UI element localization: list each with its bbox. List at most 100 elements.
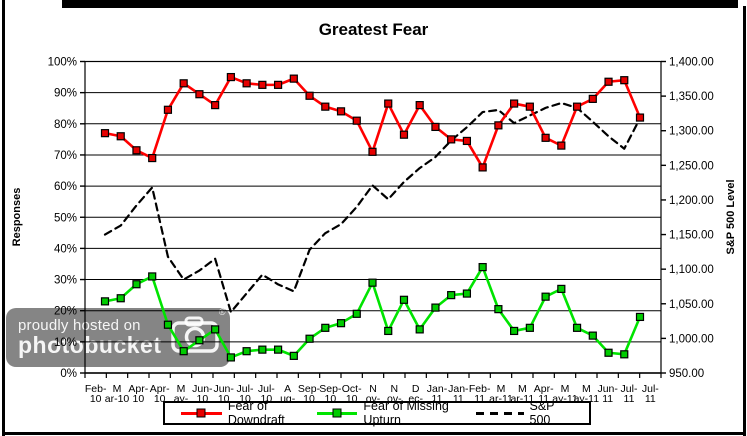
marker-fear-of-downdraft [588, 94, 597, 103]
x-axis-tick-label: Jan-11 [427, 383, 448, 405]
marker-fear-of-downdraft [604, 77, 613, 86]
left-axis-tick-label: 70% [54, 150, 77, 162]
marker-fear-of-missing-upturn [195, 336, 204, 345]
x-axis-tick-label: Feb-10 [85, 383, 107, 405]
x-axis-tick-label: Sep-10 [298, 383, 321, 405]
marker-fear-of-missing-upturn [447, 291, 456, 300]
legend-label-sp500: S&P 500 [529, 399, 555, 427]
legend: Fear of Downdraft Fear of Missing Upturn… [163, 399, 591, 427]
right-axis-tick-label: 1,100.00 [669, 264, 714, 276]
marker-fear-of-downdraft [336, 107, 346, 116]
photobucket-watermark: proudly hosted on photobucket ® [6, 307, 230, 367]
x-axis-tick-label: Jul-10 [258, 383, 275, 405]
marker-fear-of-downdraft [100, 129, 110, 138]
marker-fear-of-downdraft [572, 102, 582, 111]
marker-fear-of-missing-upturn [336, 319, 346, 328]
x-axis-tick-label: Jun-11 [597, 383, 618, 405]
frame-bottom-border [2, 432, 746, 435]
marker-fear-of-downdraft [305, 91, 314, 100]
marker-fear-of-missing-upturn [572, 323, 582, 332]
x-axis-tick-label: Jan-11 [448, 383, 469, 405]
marker-fear-of-downdraft [321, 102, 330, 111]
legend-item-fear-of-downdraft: Fear of Downdraft [181, 399, 317, 427]
marker-fear-of-missing-upturn [604, 348, 613, 357]
marker-fear-of-downdraft [620, 76, 629, 85]
plot-border [84, 60, 662, 374]
right-axis-tick-label: 1,400.00 [669, 57, 714, 69]
marker-fear-of-missing-upturn [148, 272, 157, 281]
sp500-dashed-swatch-icon [475, 411, 524, 415]
legend-item-sp500: S&P 500 [475, 399, 573, 427]
right-axis-tick-label: 1,350.00 [669, 91, 714, 103]
marker-fear-of-downdraft [179, 79, 188, 88]
marker-fear-of-downdraft [195, 90, 204, 99]
marker-fear-of-downdraft [541, 133, 550, 142]
marker-fear-of-missing-upturn [399, 295, 409, 304]
marker-fear-of-missing-upturn [620, 350, 629, 359]
marker-fear-of-downdraft [148, 153, 157, 163]
legend-label-upturn: Fear of Missing Upturn [363, 399, 449, 427]
marker-fear-of-downdraft [447, 135, 456, 144]
right-axis-tick-label: 1,000.00 [669, 333, 714, 345]
marker-fear-of-missing-upturn [226, 353, 235, 362]
marker-fear-of-missing-upturn [541, 292, 550, 301]
marker-fear-of-downdraft [399, 130, 409, 139]
marker-fear-of-downdraft [226, 72, 235, 82]
marker-fear-of-missing-upturn [588, 331, 597, 340]
x-axis-tick-label: Jun-10 [213, 383, 234, 405]
marker-fear-of-missing-upturn [163, 320, 173, 329]
marker-fear-of-downdraft [462, 136, 472, 146]
chart-title: Greatest Fear [318, 20, 429, 39]
marker-fear-of-missing-upturn [211, 325, 220, 334]
marker-fear-of-downdraft [557, 141, 566, 150]
left-axis-tick-label: 0% [60, 368, 77, 380]
downdraft-line-swatch-icon [181, 408, 222, 418]
right-axis-tick-label: 1,150.00 [669, 230, 714, 242]
left-axis-tick-label: 90% [54, 88, 77, 100]
marker-fear-of-missing-upturn [179, 347, 188, 356]
x-axis-tick-label: Apr-11 [534, 383, 554, 405]
marker-fear-of-missing-upturn [116, 294, 125, 303]
marker-fear-of-missing-upturn [242, 347, 251, 356]
marker-fear-of-missing-upturn [462, 289, 472, 298]
left-axis-tick-label: 30% [54, 275, 77, 287]
watermark-line1: proudly hosted on [18, 316, 141, 334]
x-axis-tick-label: Oct-10 [342, 383, 362, 405]
marker-fear-of-downdraft [242, 79, 251, 88]
marker-fear-of-downdraft [289, 74, 298, 83]
marker-fear-of-missing-upturn [305, 334, 314, 343]
x-axis-tick-label: Apr-10 [150, 383, 170, 405]
x-axis-tick-label: Jul-11 [642, 383, 659, 405]
left-axis-tick-label: 20% [54, 306, 77, 318]
right-axis-tick-label: 1,200.00 [669, 195, 714, 207]
x-axis-tick-label: Jul-11 [621, 383, 638, 405]
marker-fear-of-downdraft [116, 132, 125, 141]
marker-fear-of-missing-upturn [321, 323, 330, 332]
marker-fear-of-downdraft [211, 101, 220, 110]
marker-fear-of-missing-upturn [100, 297, 110, 306]
left-axis-tick-label: 50% [54, 212, 77, 224]
marker-fear-of-downdraft [384, 99, 393, 108]
marker-fear-of-missing-upturn [525, 323, 534, 332]
marker-fear-of-missing-upturn [132, 280, 141, 289]
right-axis-tick-label: 950.00 [669, 368, 704, 380]
marker-fear-of-missing-upturn [431, 303, 440, 312]
x-axis-tick-label: Jun-10 [192, 383, 213, 405]
marker-fear-of-missing-upturn [478, 262, 487, 272]
marker-fear-of-downdraft [510, 99, 519, 108]
watermark-registered-mark: ® [218, 307, 226, 317]
marker-fear-of-missing-upturn [258, 345, 267, 354]
x-axis-tick-label: Jul-10 [237, 383, 254, 405]
marker-fear-of-missing-upturn [635, 312, 645, 322]
marker-fear-of-missing-upturn [368, 278, 377, 287]
marker-fear-of-downdraft [635, 113, 645, 122]
x-axis-tick-label: Sep-10 [319, 383, 342, 405]
marker-fear-of-downdraft [431, 122, 440, 132]
left-axis-tick-label: 40% [54, 243, 77, 255]
marker-fear-of-downdraft [163, 105, 173, 114]
x-axis-tick-label: Feb-11 [469, 383, 491, 405]
series-line-s-p-500 [103, 101, 642, 314]
